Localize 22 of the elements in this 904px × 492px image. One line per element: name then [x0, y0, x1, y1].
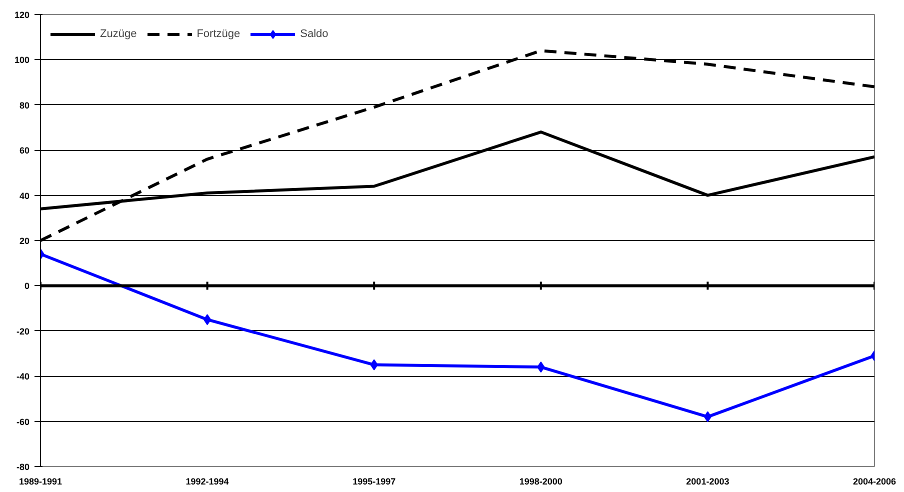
x-tick-label: 1998-2000 [519, 476, 562, 486]
point [203, 314, 212, 326]
x-tick-label: 1989-1991 [18, 476, 62, 486]
x-tick-label: 1992-1994 [186, 476, 229, 486]
y-tick-label: -40 [16, 372, 30, 382]
legend-label: Fortzüge [196, 28, 240, 40]
y-tick-label: 60 [19, 146, 30, 156]
x-tick-label: 2004-2006 [852, 476, 896, 486]
y-tick-label: 0 [24, 281, 30, 292]
y-tick-label: 80 [19, 100, 30, 110]
y-tick-label: 20 [19, 236, 30, 246]
y-tick-label: -60 [16, 416, 30, 427]
legend-label: Zuzüge [100, 28, 137, 40]
x-tick-label: 2001-2003 [686, 476, 730, 486]
y-tick-label: 40 [19, 190, 30, 201]
x-tick-label: 1995-1997 [352, 476, 396, 486]
legend-label: Saldo [300, 28, 328, 40]
y-tick-label: -20 [16, 326, 30, 336]
y-tick-label: -80 [16, 462, 30, 472]
point [704, 411, 712, 422]
y-tick-label: 120 [14, 10, 30, 20]
y-tick-label: 100 [14, 55, 30, 66]
